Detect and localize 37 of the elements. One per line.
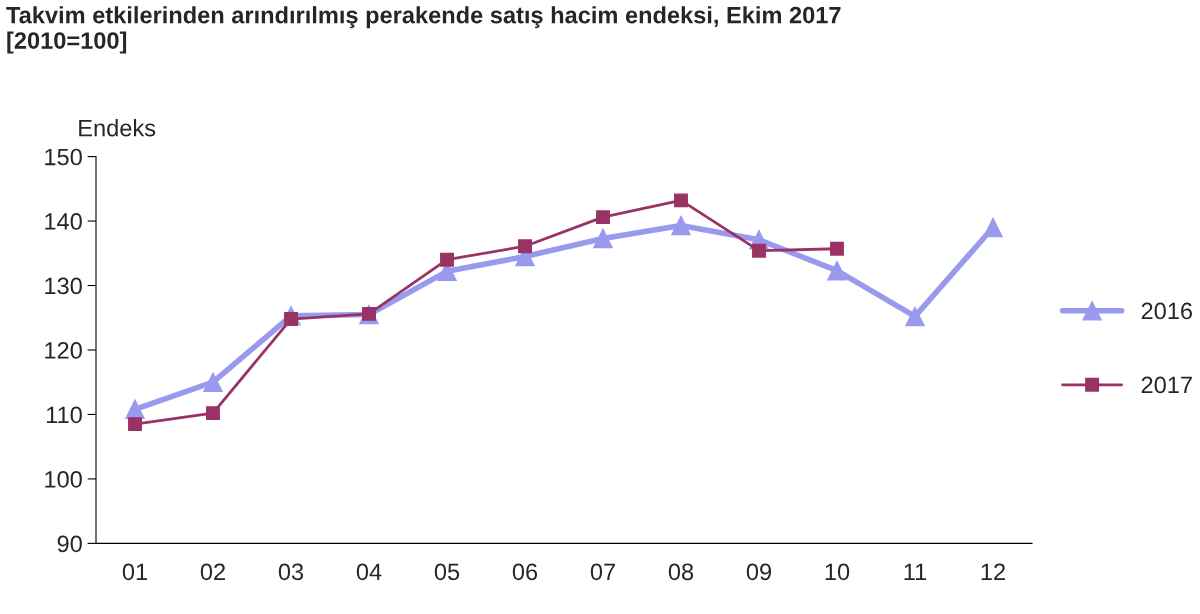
point	[983, 217, 1003, 238]
x-tick-label: 04	[356, 563, 382, 581]
chart-title: Takvim etkilerinden arındırılmış perakende satış hacim endeksi, Ekim 2017 [2010=100]	[6, 6, 841, 54]
x-tick-label: 08	[668, 563, 694, 581]
y-tick-label: 90	[57, 535, 82, 553]
point	[674, 193, 688, 208]
point	[128, 417, 142, 432]
y-tick-label: 120	[45, 342, 82, 359]
point	[830, 241, 844, 256]
point	[518, 239, 532, 254]
point	[596, 210, 610, 225]
x-tick-label: 11	[904, 563, 927, 580]
point	[752, 243, 766, 258]
y-tick-label: 110	[46, 406, 82, 424]
point	[440, 252, 454, 267]
point	[203, 372, 223, 392]
x-tick-label: 06	[512, 563, 538, 581]
legend-label: 2016	[1141, 302, 1193, 320]
y-tick-label: 130	[45, 277, 82, 295]
x-tick-label: 03	[278, 563, 304, 581]
point	[671, 215, 691, 236]
point	[206, 406, 220, 421]
legend-label: 2017	[1141, 376, 1192, 394]
x-tick-label: 12	[981, 563, 1005, 580]
point	[827, 260, 847, 281]
x-tick-label: 05	[434, 563, 460, 581]
x-tick-label: 02	[200, 563, 225, 581]
y-tick-label: 100	[45, 470, 82, 488]
x-tick-label: 09	[746, 563, 772, 581]
x-tick-label: 10	[825, 563, 850, 581]
x-tick-label: 01	[122, 563, 147, 581]
point	[593, 228, 613, 249]
y-tick-label: 140	[45, 213, 82, 230]
y-tick-label: 150	[45, 148, 82, 166]
y-axis-title: Endeks	[79, 119, 156, 137]
x-tick-label: 07	[590, 563, 615, 581]
point	[905, 306, 925, 327]
